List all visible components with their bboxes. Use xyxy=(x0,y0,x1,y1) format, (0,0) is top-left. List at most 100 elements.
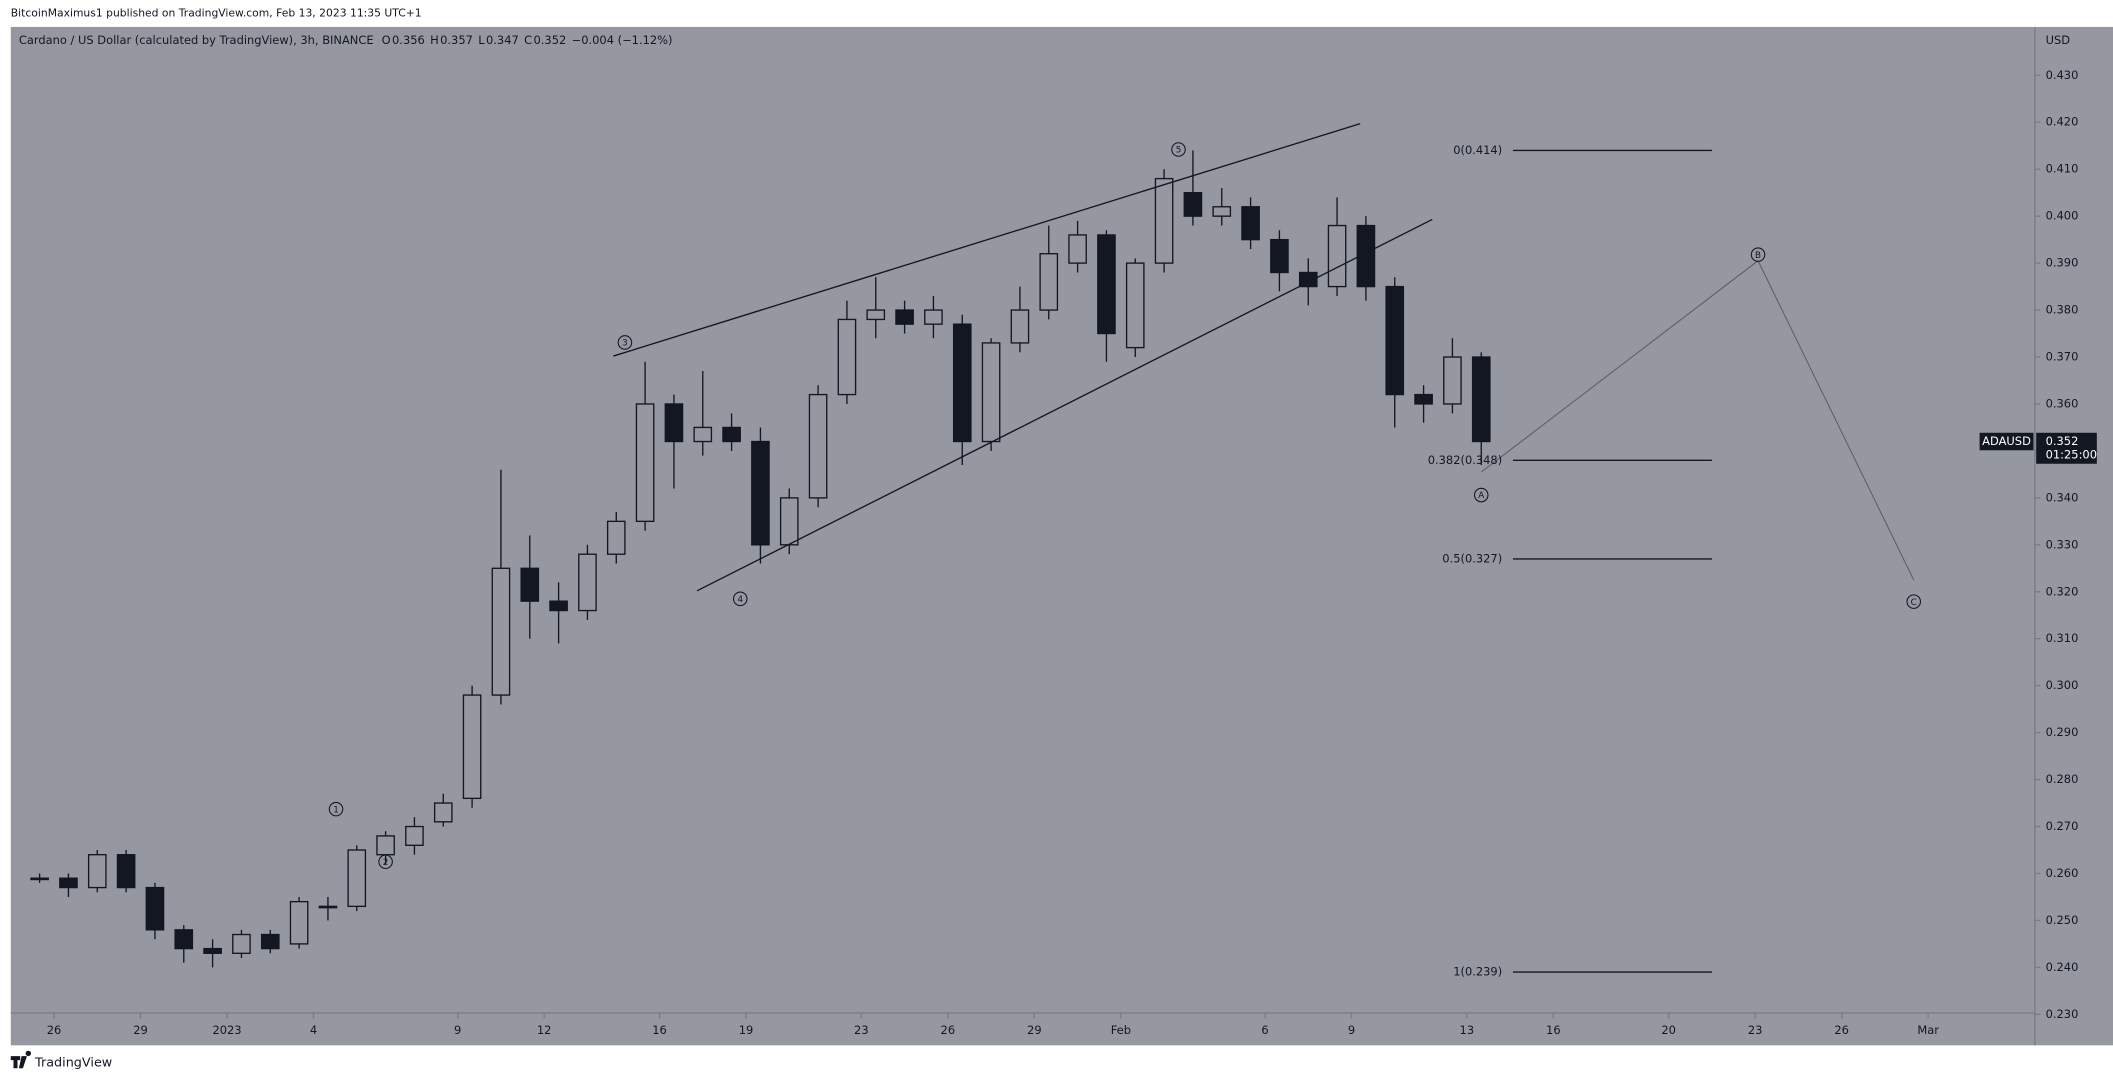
wave-circle xyxy=(617,335,633,350)
wave-label: 3 xyxy=(622,339,628,349)
candle-body xyxy=(779,497,799,546)
wave-label: B xyxy=(1755,251,1761,261)
wave-label: 1 xyxy=(333,805,339,815)
candle-body xyxy=(1385,285,1405,396)
fib-label: 0.382(0.348) xyxy=(1428,453,1502,467)
x-tick-label: 6 xyxy=(1261,1023,1268,1037)
currency: USD xyxy=(2046,33,2071,47)
candle-body xyxy=(1183,192,1203,217)
candle-body xyxy=(1154,177,1174,264)
wave-label: C xyxy=(1911,598,1917,608)
wave-circle xyxy=(1906,594,1922,609)
x-tick-label: 29 xyxy=(133,1023,148,1037)
change: −0.004 (−1.12%) xyxy=(572,33,673,47)
ohlc-value: 0.356 xyxy=(392,33,425,47)
candle-body xyxy=(1039,253,1059,311)
ohlc-value: 0.347 xyxy=(486,33,519,47)
candle-body xyxy=(549,600,568,612)
trend-line xyxy=(613,123,1361,357)
candle-body xyxy=(347,849,367,908)
candle-body xyxy=(174,929,194,950)
candle-body xyxy=(520,567,540,602)
y-tick-label: 0.270 xyxy=(2046,819,2079,833)
candle-body xyxy=(606,520,626,555)
candle-body xyxy=(116,854,136,889)
candle-body xyxy=(866,309,886,321)
candle-body xyxy=(808,393,828,499)
y-tick-label: 0.250 xyxy=(2046,913,2079,927)
candle-body xyxy=(895,309,914,325)
x-tick-label: 4 xyxy=(310,1023,317,1037)
fib-label: 1(0.239) xyxy=(1453,965,1502,979)
candle-body xyxy=(722,426,741,443)
price-tag xyxy=(2036,432,2097,464)
chart-background xyxy=(10,26,2113,1046)
candle-body xyxy=(318,905,338,909)
candle-body xyxy=(491,567,511,696)
candle-body xyxy=(1270,238,1289,274)
wave-label: 4 xyxy=(737,595,743,605)
x-tick-label: 13 xyxy=(1460,1023,1475,1037)
x-tick-label: 26 xyxy=(941,1023,956,1037)
candle-body xyxy=(1241,206,1260,241)
symbol-label: ADAUSD xyxy=(1982,434,2031,448)
y-tick-label: 0.330 xyxy=(2046,537,2079,551)
wave-label: A xyxy=(1478,491,1484,501)
trend-line xyxy=(1480,259,1915,581)
publisher: BitcoinMaximus1 published on TradingView… xyxy=(11,6,422,19)
candle-body xyxy=(1068,234,1087,264)
x-tick-label: 20 xyxy=(1661,1023,1676,1037)
candle-body xyxy=(693,426,713,443)
y-tick-label: 0.300 xyxy=(2046,678,2079,692)
candle-body xyxy=(203,947,222,954)
y-tick-label: 0.310 xyxy=(2046,631,2079,645)
candle-body xyxy=(376,835,395,856)
candle-body xyxy=(260,933,280,950)
y-tick-label: 0.260 xyxy=(2046,866,2079,880)
candle-body xyxy=(664,403,684,443)
candle-body xyxy=(462,694,482,800)
fib-label: 0.5(0.327) xyxy=(1442,551,1502,565)
fib-label: 0(0.414) xyxy=(1453,143,1502,157)
trend-line xyxy=(696,218,1433,592)
candle-body xyxy=(232,933,251,954)
candle-body xyxy=(1212,206,1232,217)
x-tick-label: 26 xyxy=(1834,1023,1849,1037)
price-label: 0.352 xyxy=(2046,434,2079,448)
candle-body xyxy=(1356,224,1376,288)
y-tick-label: 0.420 xyxy=(2046,115,2079,129)
candle-body xyxy=(405,825,424,846)
x-tick-label: 19 xyxy=(739,1023,754,1037)
candle-body xyxy=(635,403,655,523)
candle-body xyxy=(1443,356,1462,405)
y-tick-label: 0.320 xyxy=(2046,584,2079,598)
y-tick-label: 0.410 xyxy=(2046,162,2079,176)
x-tick-label: Feb xyxy=(1111,1023,1131,1037)
footer-brand: TradingView xyxy=(34,1055,112,1070)
y-tick-label: 0.370 xyxy=(2046,350,2079,364)
wave-circle xyxy=(1171,142,1186,157)
candle-body xyxy=(578,553,597,612)
candle-body xyxy=(1471,356,1491,443)
candle-body xyxy=(751,440,770,546)
candle-body xyxy=(952,323,972,443)
x-tick-label: 23 xyxy=(1748,1023,1763,1037)
x-tick-label: 12 xyxy=(537,1023,552,1037)
x-tick-label: 2023 xyxy=(212,1023,241,1037)
candle-body xyxy=(837,318,857,396)
candle-body xyxy=(289,900,309,945)
y-tick-label: 0.400 xyxy=(2046,209,2079,223)
wave-circle xyxy=(1473,487,1489,503)
wave-circle xyxy=(328,801,344,817)
y-tick-label: 0.430 xyxy=(2046,68,2079,82)
y-tick-label: 0.230 xyxy=(2046,1007,2079,1021)
countdown: 01:25:00 xyxy=(2046,447,2097,461)
y-tick-label: 0.360 xyxy=(2046,396,2079,410)
x-tick-label: 9 xyxy=(454,1023,461,1037)
footer-logo: TradingView xyxy=(10,1050,112,1070)
candle-body xyxy=(59,877,78,889)
y-tick-label: 0.290 xyxy=(2046,725,2079,739)
y-tick-label: 0.390 xyxy=(2046,256,2079,270)
candle-body xyxy=(924,309,943,325)
candle-body xyxy=(981,342,1001,443)
